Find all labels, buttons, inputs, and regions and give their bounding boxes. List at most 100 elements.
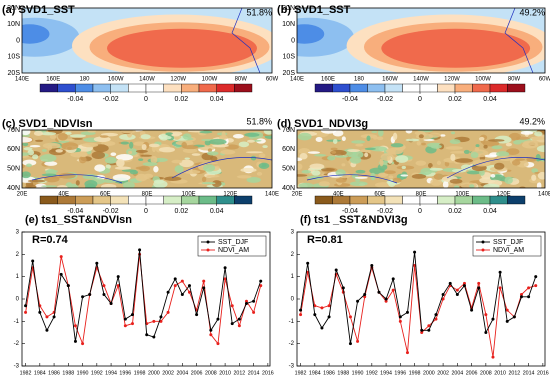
patch [318,181,330,187]
patch [49,134,57,140]
x-tick-label: 2004 [176,370,188,376]
patch [71,137,84,140]
x-tick-label: 80E [142,192,153,198]
patch [341,136,346,142]
patch [440,134,446,137]
annotation: R=0.81 [307,234,343,246]
point [259,279,263,283]
y-tick-label: 50N [7,166,20,173]
point [498,286,502,290]
point [180,279,184,283]
patch [349,156,362,164]
patch [335,178,347,183]
colorbar-swatch [367,83,386,93]
patch [469,184,475,188]
point [527,295,531,299]
x-tick-label: 140W [139,77,155,83]
x-tick-label: 160E [46,77,60,83]
colorbar-label: 0 [418,208,422,215]
point [81,295,85,299]
colorbar-swatch [216,195,235,205]
patch [379,158,384,167]
colorbar-swatch [110,195,129,205]
legend-marker [481,240,485,244]
patch [171,133,181,137]
point [59,255,63,259]
colorbar-label: -0.04 [67,208,83,215]
x-tick-label: 60W [539,77,550,83]
patch [523,140,538,146]
x-tick-label: 160E [321,77,335,83]
patch [263,130,272,135]
colorbar-swatch [57,195,76,205]
point [216,342,220,346]
point [356,299,360,303]
colorbar-swatch [332,195,351,205]
patch [101,183,117,188]
patch [392,177,402,183]
x-tick-label: 100W [475,77,491,83]
patch [430,144,442,149]
x-tick-label: 2010 [219,370,231,376]
patch [433,173,444,180]
series-line [300,265,536,358]
patch [320,130,337,134]
colorbar-swatch [349,195,368,205]
patch [218,135,228,140]
patch [91,151,106,159]
patch [182,133,192,140]
point [327,315,331,319]
y-tick-label: 10S [8,54,21,61]
x-tick-label: 1996 [119,370,131,376]
patch [75,180,80,186]
patch [25,184,37,188]
point [244,299,248,303]
point [152,319,156,323]
colorbar-swatch [181,195,200,205]
colorbar-swatch [234,195,253,205]
patch [262,145,268,149]
series-line [25,249,262,342]
colorbar-swatch [314,195,333,205]
patch [460,182,477,188]
patch [22,137,33,143]
patch [212,144,229,148]
colorbar-label: -0.04 [342,208,358,215]
patch [112,174,131,181]
x-tick-label: 1984 [34,370,46,376]
patch [331,150,337,154]
legend-marker [206,240,210,244]
point [519,293,523,297]
x-tick-label: 1988 [62,370,74,376]
patch [47,144,53,151]
patch [129,141,134,149]
patch [87,130,97,133]
x-tick-label: 2002 [437,370,449,376]
patch [536,182,542,188]
patch [531,168,539,173]
patch [174,136,180,140]
x-tick-label: 1986 [323,370,335,376]
x-tick-label: 20E [17,192,28,198]
patch [23,147,33,151]
patch [39,154,57,163]
patch [22,171,31,179]
y-tick-label: 0 [291,297,295,303]
patch [140,154,153,157]
x-tick-label: 1998 [409,370,421,376]
patch [298,182,314,188]
patch [445,146,463,150]
x-tick-label: 40E [333,192,344,198]
colorbar-swatch [437,83,456,93]
point [116,275,120,279]
frame [296,129,546,189]
x-tick-label: 2012 [233,370,245,376]
x-tick-label: 2008 [480,370,492,376]
patch [69,183,79,188]
colorbar-label: 0.04 [210,208,224,215]
patch [378,172,389,177]
x-tick-label: 2004 [451,370,463,376]
patch [179,159,194,168]
point [320,306,324,310]
patch [207,148,213,152]
